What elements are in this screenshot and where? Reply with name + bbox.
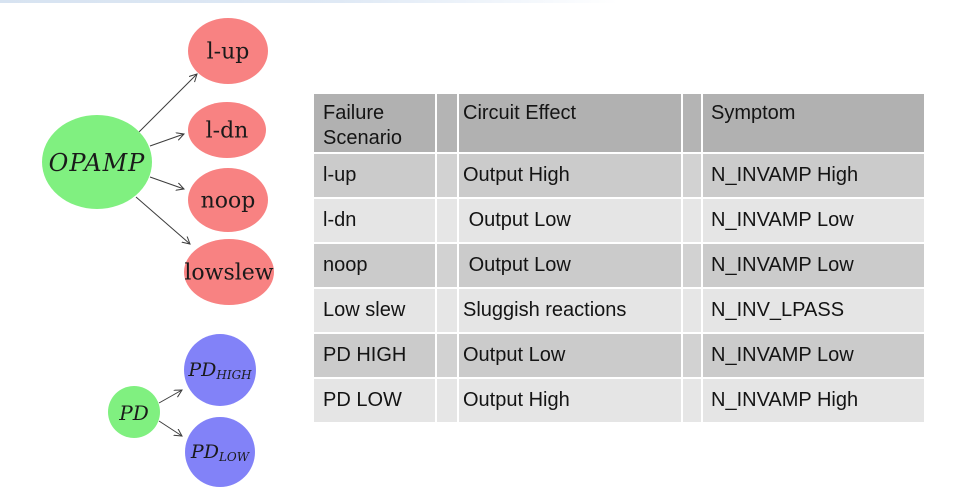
pd-high-node-label: PDHIGH	[187, 359, 252, 382]
header-symptom: Symptom	[703, 94, 924, 152]
cell-symptom: N_INVAMP High	[703, 379, 924, 422]
pd-low-node	[185, 417, 255, 487]
arrow-pd-to-pdhigh	[158, 390, 182, 404]
l-dn-node	[188, 102, 266, 158]
cell-effect: Output High	[459, 379, 681, 422]
cell-spacer	[683, 379, 701, 422]
cell-symptom: N_INVAMP Low	[703, 244, 924, 287]
header-circuit-effect: Circuit Effect	[459, 94, 681, 152]
opamp-node-label: OPAMP	[49, 149, 146, 177]
l-up-node-label: l-up	[207, 40, 250, 65]
cell-scenario: PD LOW	[314, 379, 435, 422]
cell-spacer	[683, 289, 701, 332]
cell-symptom: N_INVAMP Low	[703, 334, 924, 377]
l-dn-node-label: l-dn	[206, 119, 249, 144]
noop-node	[188, 168, 268, 232]
cell-spacer	[437, 379, 457, 422]
cell-effect: Output Low	[459, 199, 681, 242]
window-edge-strip	[0, 0, 618, 3]
header-failure-scenario: Failure Scenario	[314, 94, 435, 152]
pd-tree-edges	[158, 390, 182, 436]
opamp-node	[42, 115, 152, 209]
pd-low-label-subscript: LOW	[218, 450, 251, 464]
arrow-opamp-to-l-up	[138, 74, 197, 133]
cell-effect: Output High	[459, 154, 681, 197]
cell-spacer	[683, 334, 701, 377]
header-spacer-1	[437, 94, 457, 152]
cell-symptom: N_INVAMP Low	[703, 199, 924, 242]
cell-scenario: PD HIGH	[314, 334, 435, 377]
l-up-node	[188, 18, 268, 84]
cell-spacer	[437, 199, 457, 242]
arrow-opamp-to-noop	[149, 176, 184, 189]
arrow-opamp-to-lowslew	[135, 196, 190, 244]
cell-symptom: N_INVAMP High	[703, 154, 924, 197]
cell-spacer	[683, 199, 701, 242]
pd-high-label-base: PD	[187, 359, 216, 381]
fault-tree-diagram: OPAMP l-up l-dn noop lowslew PD PDHIGH P…	[42, 18, 274, 487]
opamp-tree-edges	[135, 74, 197, 244]
cell-scenario: l-up	[314, 154, 435, 197]
arrow-opamp-to-l-dn	[149, 134, 184, 147]
failure-scenario-table: Failure Scenario Circuit Effect Symptom …	[314, 94, 924, 422]
pd-node	[108, 386, 160, 438]
cell-spacer	[437, 334, 457, 377]
cell-spacer	[683, 244, 701, 287]
noop-node-label: noop	[201, 189, 256, 214]
arrow-pd-to-pdlow	[158, 420, 182, 436]
pd-high-label-subscript: HIGH	[215, 368, 252, 382]
cell-effect: Output Low	[459, 244, 681, 287]
pd-node-label: PD	[118, 401, 149, 425]
pd-low-label-base: PD	[190, 441, 219, 463]
cell-scenario: Low slew	[314, 289, 435, 332]
pd-low-node-label: PDLOW	[190, 441, 251, 464]
cell-scenario: noop	[314, 244, 435, 287]
lowslew-node	[184, 239, 274, 305]
cell-spacer	[437, 289, 457, 332]
header-spacer-2	[683, 94, 701, 152]
cell-spacer	[437, 244, 457, 287]
cell-scenario: l-dn	[314, 199, 435, 242]
cell-spacer	[683, 154, 701, 197]
pd-high-node	[184, 334, 256, 406]
cell-symptom: N_INV_LPASS	[703, 289, 924, 332]
cell-spacer	[437, 154, 457, 197]
cell-effect: Output Low	[459, 334, 681, 377]
cell-effect: Sluggish reactions	[459, 289, 681, 332]
lowslew-node-label: lowslew	[184, 261, 273, 286]
